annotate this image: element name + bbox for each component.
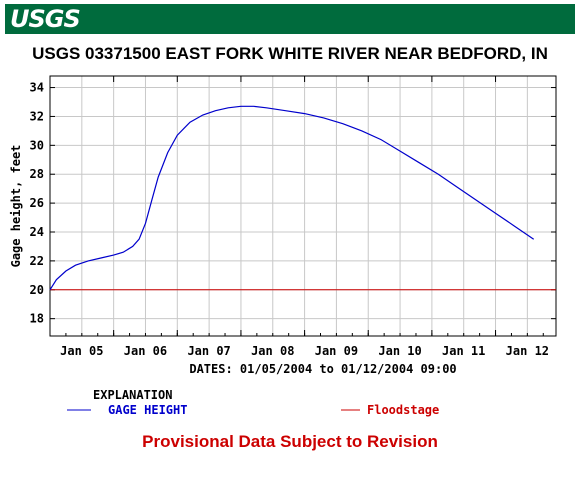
x-axis-label: DATES: 01/05/2004 to 01/12/2004 09:00 (189, 362, 456, 376)
y-tick-label: 26 (30, 196, 44, 210)
y-tick-label: 32 (30, 109, 44, 123)
plot-area (50, 76, 556, 336)
y-tick-label: 18 (30, 312, 44, 326)
y-tick-label: 28 (30, 167, 44, 181)
legend-heading: EXPLANATION (93, 388, 172, 402)
plot-frame (49, 75, 557, 337)
x-tick-label: Jan 10 (378, 344, 421, 358)
provisional-notice: Provisional Data Subject to Revision (142, 432, 438, 451)
gage-height-line (49, 105, 535, 291)
x-tick-label: Jan 05 (60, 344, 103, 358)
y-tick-label: 22 (30, 254, 44, 268)
legend-label-floodstage: Floodstage (367, 403, 439, 417)
chart-title: USGS 03371500 EAST FORK WHITE RIVER NEAR… (32, 44, 548, 63)
legend-label-gage: GAGE HEIGHT (108, 403, 187, 417)
y-tick-label: 24 (30, 225, 44, 239)
x-tick-label: Jan 08 (251, 344, 294, 358)
y-tick-label: 34 (30, 81, 44, 95)
y-axis-label: Gage height, feet (9, 145, 23, 268)
x-tick-label: Jan 11 (442, 344, 485, 358)
x-tick-label: Jan 12 (506, 344, 549, 358)
x-tick-label: Jan 07 (187, 344, 230, 358)
x-tick-label: Jan 09 (315, 344, 358, 358)
usgs-banner: USGS (5, 4, 575, 34)
usgs-logo: USGS (10, 5, 81, 33)
y-tick-label: 20 (30, 283, 44, 297)
x-tick-label: Jan 06 (124, 344, 167, 358)
y-tick-label: 30 (30, 138, 44, 152)
